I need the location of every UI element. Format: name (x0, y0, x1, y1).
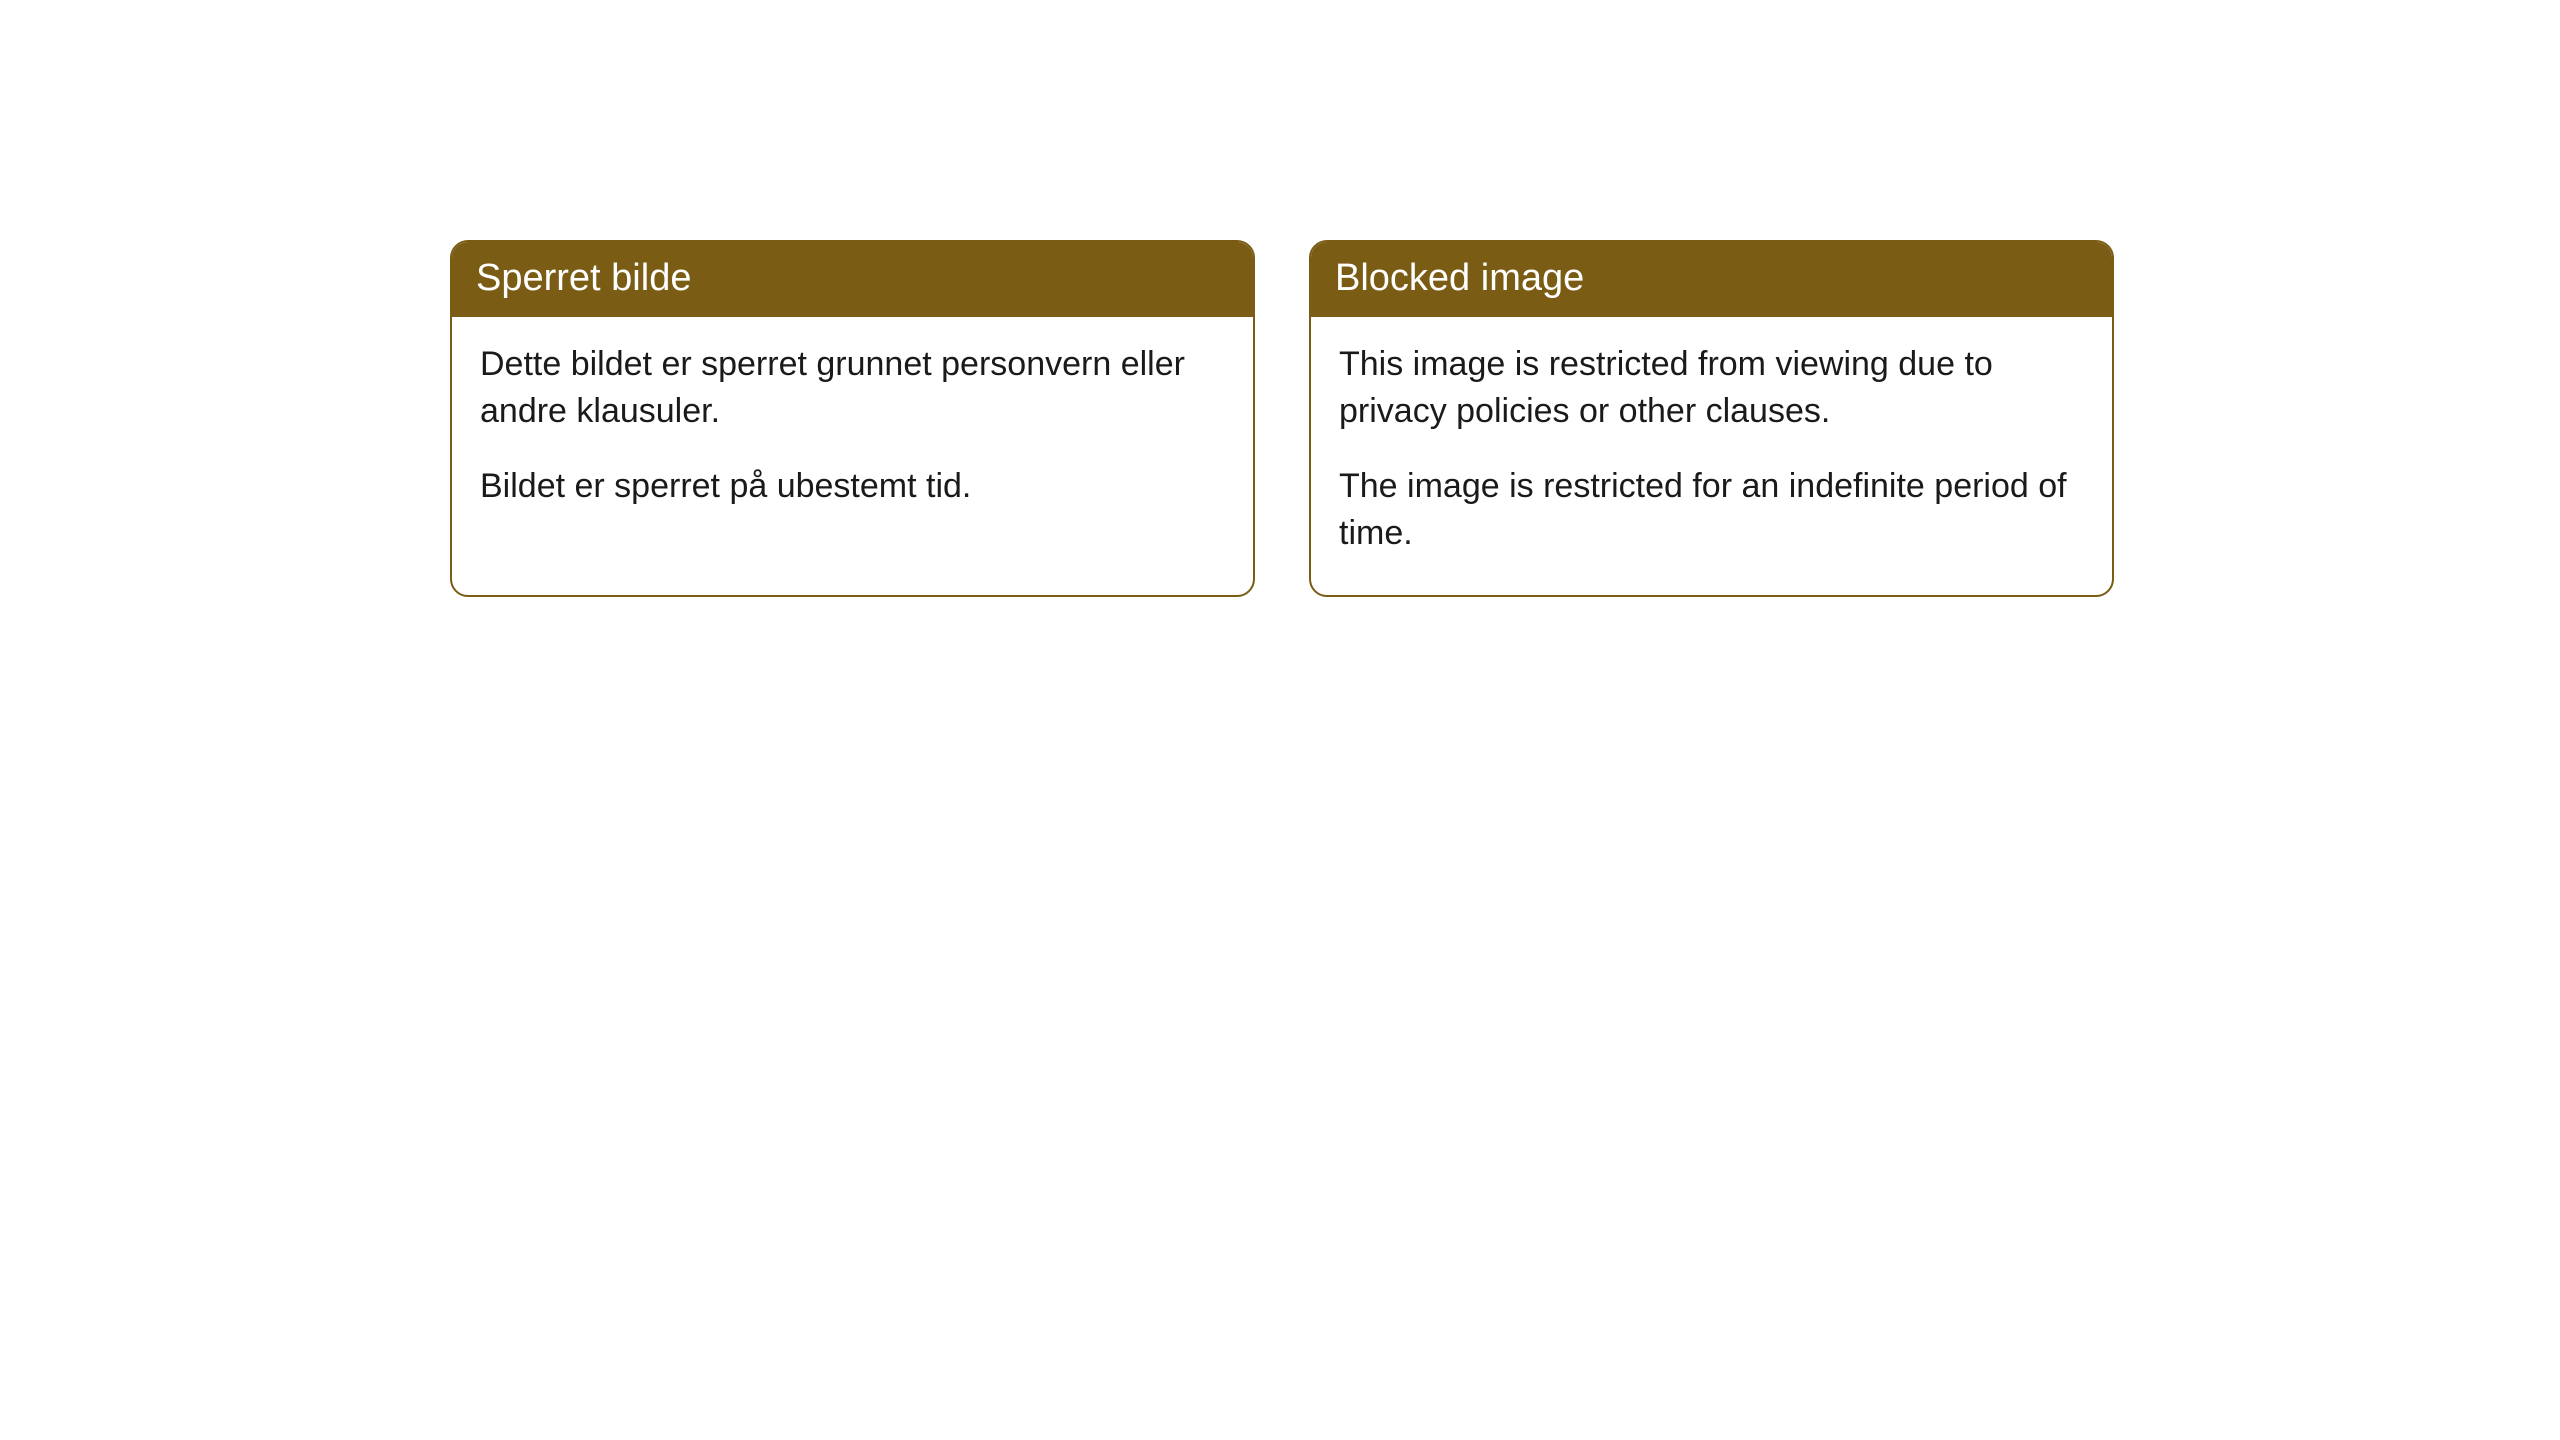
notice-card-norwegian: Sperret bilde Dette bildet er sperret gr… (450, 240, 1255, 597)
card-paragraph: Dette bildet er sperret grunnet personve… (480, 341, 1225, 435)
notice-card-english: Blocked image This image is restricted f… (1309, 240, 2114, 597)
notice-cards-container: Sperret bilde Dette bildet er sperret gr… (450, 240, 2114, 597)
card-paragraph: This image is restricted from viewing du… (1339, 341, 2084, 435)
card-header: Blocked image (1311, 242, 2112, 317)
card-paragraph: The image is restricted for an indefinit… (1339, 463, 2084, 557)
card-body: Dette bildet er sperret grunnet personve… (452, 317, 1253, 548)
card-paragraph: Bildet er sperret på ubestemt tid. (480, 463, 1225, 510)
card-header: Sperret bilde (452, 242, 1253, 317)
card-body: This image is restricted from viewing du… (1311, 317, 2112, 595)
